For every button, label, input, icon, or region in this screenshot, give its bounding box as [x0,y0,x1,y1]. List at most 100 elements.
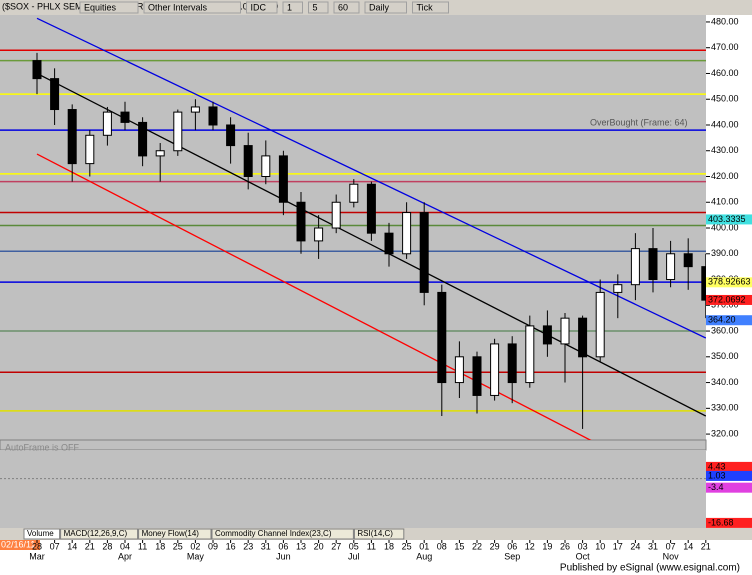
x-tick-label: 07 [50,541,60,551]
x-tick-label: 18 [155,541,165,551]
x-tick-label: 13 [296,541,306,551]
candle-body [102,111,112,136]
toolbar-button-label[interactable]: Daily [369,2,390,12]
candle-body [138,121,148,157]
candle-body [366,183,376,234]
toolbar-button-label[interactable]: Equities [84,2,117,12]
month-label: Jul [348,551,360,561]
trend-line [36,153,592,440]
candle-body [261,155,271,177]
x-tick-label: 19 [542,541,552,551]
tab [60,528,139,540]
note: OverBought (Frame: 64) [590,117,688,127]
x-tick-label: 18 [384,541,394,551]
y-tick-label: 470.00 [711,42,739,52]
candle-body [314,227,324,242]
x-tick-label: 12 [525,541,535,551]
toolbar-button-label[interactable]: Tick [417,2,434,12]
toolbar-button-label[interactable]: Other Intervals [148,2,208,12]
y-tick-label: 320.00 [711,428,739,438]
month-label: Jun [276,551,291,561]
tab-label[interactable]: Commodity Channel Index(23,C) [215,529,332,538]
y-tick-label: 430.00 [711,145,739,155]
toolbar-button [282,1,303,14]
toolbar-button-label[interactable]: 5 [313,2,318,12]
toolbar-button-label[interactable]: 1 [287,2,292,12]
x-tick-label: 01 [419,541,429,551]
x-tick-label: 27 [331,541,341,551]
toolbar-button-label[interactable]: IDC [251,2,267,12]
candle-body [437,291,447,384]
candle-body [32,60,42,80]
candle-body [560,317,570,345]
x-tick-label: 06 [507,541,517,551]
note: AutoFrame is OFF [5,442,80,452]
x-tick-label: 03 [578,541,588,551]
macd-tag [706,470,752,481]
tab-label[interactable]: Volume [27,529,54,538]
price-tag-label: 403.3335 [708,214,746,224]
price-tag-label: 378.92663 [708,277,751,287]
candle-body [331,201,341,229]
candle-body [155,150,165,157]
tab [23,528,61,540]
x-tick-label: 31 [261,541,271,551]
month-label: Aug [416,551,432,561]
x-tick-label: 25 [173,541,183,551]
macd-tag [706,461,752,472]
candle-body [402,212,412,255]
x-tick-label: 05 [349,541,359,551]
price-tag [706,294,752,305]
tab-label[interactable]: Money Flow(14) [142,529,200,538]
candle-body [648,248,658,281]
candle-body [507,343,517,384]
toolbar-button [364,1,407,14]
tab [353,528,405,540]
candle-body [454,356,464,384]
toolbar-button [412,1,449,14]
month-label: Oct [576,551,591,561]
y-tick-label: 350.00 [711,351,739,361]
candle-body [384,232,394,255]
candle-body [243,145,253,178]
toolbar-button [143,1,241,14]
candle-body [190,106,200,113]
x-tick-label: 28 [32,541,42,551]
price-tag-label: 372.0692 [708,294,746,304]
trend-line [36,17,706,339]
x-tick-label: 10 [595,541,605,551]
y-tick-label: 450.00 [711,94,739,104]
x-tick-label: 07 [666,541,676,551]
candle-body [173,111,183,152]
y-tick-label: 480.00 [711,16,739,26]
month-label: Sep [504,551,520,561]
x-tick-label: 23 [243,541,253,551]
toolbar-button-label[interactable]: 60 [338,2,348,12]
candle-body [419,212,429,293]
price-tag [706,277,752,288]
macd-tag-label: 4.43 [708,461,726,471]
tab-label[interactable]: MACD(12,26,9,C) [64,529,128,538]
date-badge [0,540,40,550]
x-tick-label: 21 [85,541,95,551]
candle-body [490,343,500,396]
x-tick-label: 22 [472,541,482,551]
tab [211,528,354,540]
macd-tag-label: 1.03 [708,470,726,480]
x-tick-label: 31 [648,541,658,551]
candle-body [226,124,236,147]
y-tick-label: 340.00 [711,377,739,387]
month-label: Nov [663,551,680,561]
candle-body [85,134,95,165]
toolbar-button [246,1,278,14]
x-tick-label: 20 [314,541,324,551]
candle-body [278,155,288,203]
month-label: May [187,551,205,561]
candle-body [50,78,60,111]
tab-label[interactable]: RSI(14,C) [357,529,393,538]
toolbar-button [79,1,139,14]
candle-body [595,291,605,358]
trend-line [36,72,706,417]
